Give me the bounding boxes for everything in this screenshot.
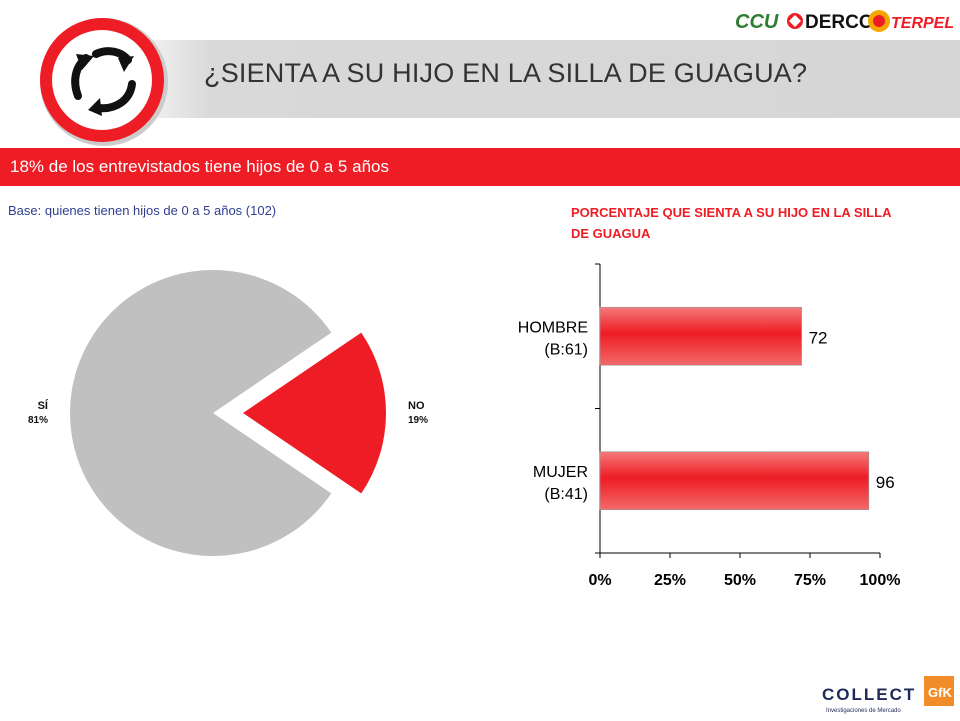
bar-mujer: [599, 451, 870, 511]
x-tick-label: 25%: [654, 572, 686, 589]
collect-gfk-logo: COLLECT Investigaciones de Mercado GfK: [820, 676, 954, 716]
title-band: [110, 40, 960, 118]
pie-slice-no: [243, 332, 386, 494]
category-label: MUJER: [533, 464, 588, 481]
category-base-label: (B:61): [544, 341, 588, 358]
x-tick-label: 50%: [724, 572, 756, 589]
pie-value-label-no: 19%: [408, 415, 428, 426]
bar-value-label: 96: [876, 473, 895, 492]
base-note: Base: quienes tienen hijos de 0 a 5 años…: [8, 203, 277, 218]
svg-text:Investigaciones de Mercado: Investigaciones de Mercado: [826, 708, 901, 714]
x-tick-label: 0%: [588, 572, 611, 589]
category-base-label: (B:41): [544, 486, 588, 503]
bar-chart-title: PORCENTAJE QUE SIENTA A SU HIJO EN LA SI…: [571, 205, 891, 241]
info-banner: 18% de los entrevistados tiene hijos de …: [0, 148, 960, 186]
pie-value-label-sí: 81%: [28, 415, 48, 426]
svg-text:COLLECT: COLLECT: [822, 685, 916, 704]
terpel-logo: TERPEL: [891, 15, 953, 32]
pie-chart: SÍ 81% NO 19%: [28, 270, 428, 556]
bar-chart: 0% 25% 50% 75% 100% 72 HOMBRE (B:61) 96 MUJER (B:…: [518, 263, 901, 589]
bar-hombre: [599, 306, 802, 366]
svg-text:GfK: GfK: [928, 685, 952, 700]
derco-logo: DERCO: [805, 12, 874, 33]
banner-text: 18% de los entrevistados tiene hijos de …: [10, 157, 389, 176]
x-tick-label: 75%: [794, 572, 826, 589]
pie-slice-sí: [70, 270, 332, 556]
x-tick-label: 100%: [860, 572, 901, 589]
pie-label-no: NO: [408, 400, 425, 412]
roundabout-sign-icon: [36, 14, 172, 150]
pie-label-sí: SÍ: [38, 399, 49, 412]
bar-value-label: 72: [809, 328, 828, 347]
ccu-logo: CCU: [735, 11, 779, 33]
page-title: ¿SIENTA A SU HIJO EN LA SILLA DE GUAGUA?: [204, 58, 808, 88]
category-label: HOMBRE: [518, 319, 588, 336]
sponsor-logos: CCU DERCO TERPEL: [733, 6, 954, 34]
